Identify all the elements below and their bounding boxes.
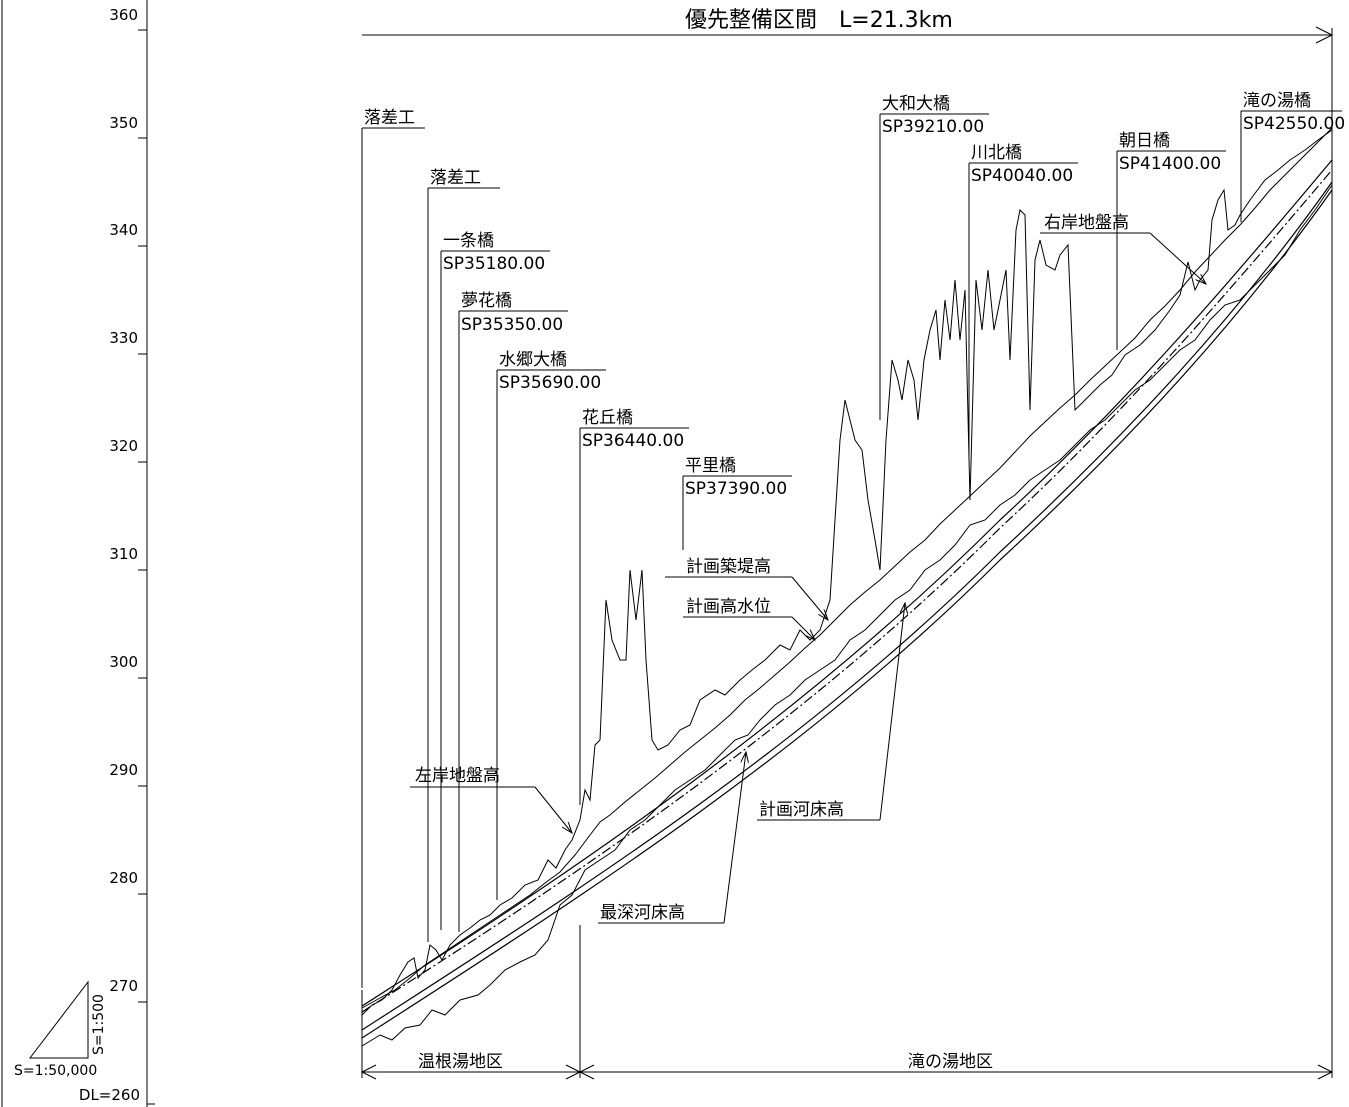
structure-name: 大和大橋 bbox=[882, 94, 950, 114]
deepest-bed-line bbox=[361, 184, 1333, 1047]
planned-levee-line bbox=[361, 159, 1333, 1007]
planned-bed-line-2 bbox=[361, 181, 1333, 1031]
left-bank-label: 左岸地盤高 bbox=[415, 766, 500, 786]
structure-sp: SP41400.00 bbox=[1119, 154, 1221, 174]
deepest-bed-label: 最深河床高 bbox=[600, 903, 685, 923]
structure-name: 落差工 bbox=[430, 168, 481, 188]
district-label: 温根湯地区 bbox=[418, 1052, 503, 1072]
y-axis-tick-labels: 360 350 340 330 320 310 300 290 280 270 bbox=[109, 6, 138, 995]
structure-labels: 落差工 落差工 一条橋 SP35180.00 夢花橋 SP35350.00 水郷… bbox=[364, 91, 1345, 499]
y-axis: 360 350 340 330 320 310 300 290 280 270 … bbox=[79, 0, 155, 1107]
structure-name: 水郷大橋 bbox=[499, 350, 567, 370]
structure-name: 滝の湯橋 bbox=[1243, 91, 1311, 111]
structure-name: 朝日橋 bbox=[1119, 131, 1170, 151]
planned-hwl-line bbox=[361, 169, 1333, 1013]
structure-name: 一条橋 bbox=[443, 231, 494, 251]
y-tick-label: 280 bbox=[109, 869, 138, 887]
datum-label: DL=260 bbox=[79, 1086, 140, 1104]
structure-name: 花丘橋 bbox=[582, 408, 633, 428]
scale-triangle: S=1:50,000 S=1:500 bbox=[14, 980, 107, 1079]
structure-sp: SP40040.00 bbox=[971, 166, 1073, 186]
y-tick-label: 270 bbox=[109, 977, 138, 995]
y-tick-label: 330 bbox=[109, 329, 138, 347]
bed-label: 計画河床高 bbox=[759, 800, 844, 820]
structure-name: 平里橋 bbox=[685, 456, 736, 476]
y-tick-label: 320 bbox=[109, 437, 138, 455]
y-tick-label: 340 bbox=[109, 221, 138, 239]
planned-bed-line bbox=[361, 189, 1333, 1039]
right-bank-label: 右岸地盤高 bbox=[1044, 213, 1129, 233]
levee-label: 計画築堤高 bbox=[686, 557, 771, 577]
y-tick-label: 360 bbox=[109, 6, 138, 24]
y-tick-label: 300 bbox=[109, 653, 138, 671]
structure-sp: SP35690.00 bbox=[499, 373, 601, 393]
section-title: 優先整備区間 L=21.3km bbox=[685, 8, 953, 33]
profile-lines bbox=[361, 127, 1333, 1047]
structure-sp: SP37390.00 bbox=[685, 479, 787, 499]
structure-name: 夢花橋 bbox=[461, 291, 512, 311]
y-tick-label: 350 bbox=[109, 114, 138, 132]
hwl-label: 計画高水位 bbox=[686, 597, 771, 617]
vertical-scale: S=1:500 bbox=[91, 994, 107, 1055]
line-labels bbox=[410, 232, 1206, 924]
line-label-texts: 左岸地盤高 右岸地盤高 計画築堤高 計画高水位 計画河床高 最深河床高 bbox=[415, 213, 1129, 923]
district-label: 滝の湯地区 bbox=[908, 1052, 993, 1072]
structure-annotations bbox=[361, 110, 1342, 988]
structure-sp: SP39210.00 bbox=[882, 117, 984, 137]
structure-sp: SP35180.00 bbox=[443, 254, 545, 274]
y-tick-label: 290 bbox=[109, 761, 138, 779]
structure-sp: SP36440.00 bbox=[582, 431, 684, 451]
structure-name: 落差工 bbox=[364, 108, 415, 128]
structure-name: 川北橋 bbox=[971, 143, 1022, 163]
horizontal-scale: S=1:50,000 bbox=[14, 1063, 97, 1079]
structure-sp: SP42550.00 bbox=[1243, 114, 1345, 134]
right-bank-ground-line bbox=[361, 127, 1333, 1009]
left-bank-ground-line bbox=[361, 129, 1333, 1016]
district-ranges bbox=[360, 925, 1334, 1080]
structure-sp: SP35350.00 bbox=[461, 315, 563, 335]
y-tick-label: 310 bbox=[109, 545, 138, 563]
